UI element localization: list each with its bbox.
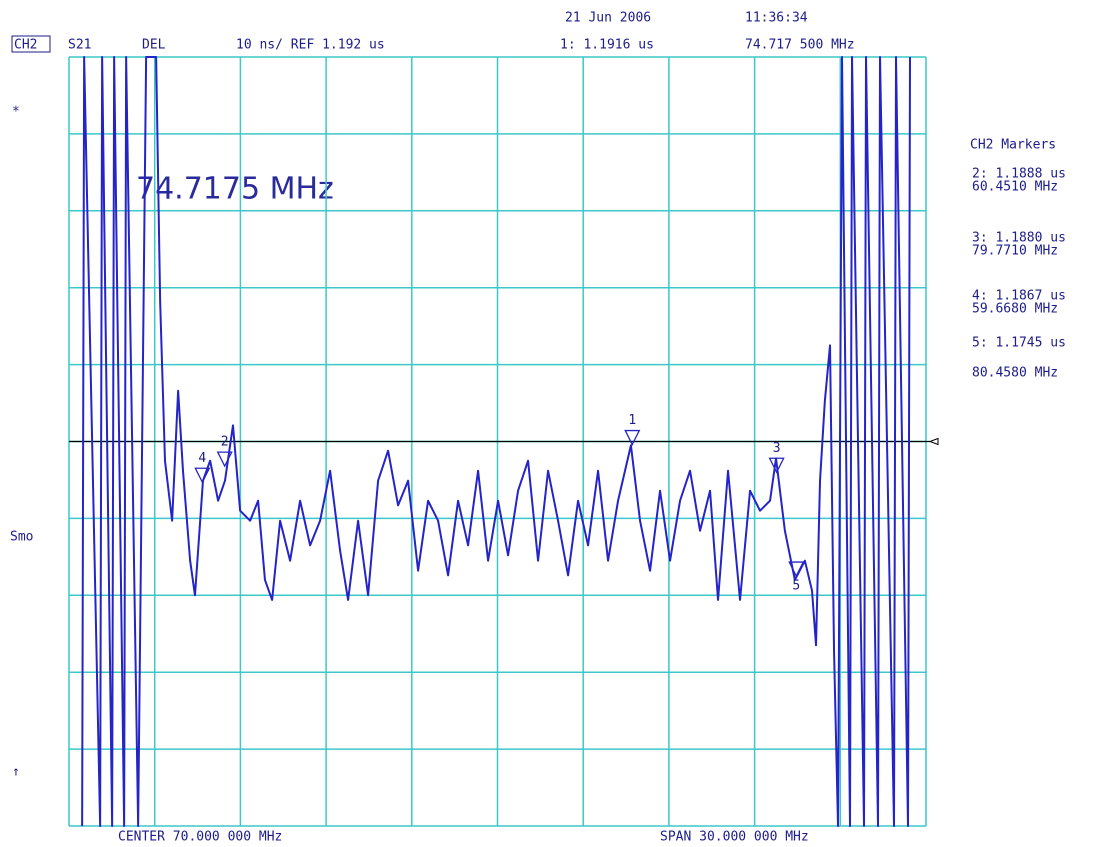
side-label: ↑ bbox=[12, 765, 20, 780]
marker-number: 1 bbox=[628, 413, 636, 428]
reference-pointer bbox=[928, 437, 939, 446]
side-label: * bbox=[12, 105, 20, 120]
channel: CH2 bbox=[14, 38, 37, 53]
marker bbox=[194, 467, 211, 484]
marker-readout: 1: 1.1916 us bbox=[560, 38, 654, 53]
span-label: SPAN 30.000 000 MHz bbox=[660, 830, 809, 845]
marker-number: 4 bbox=[198, 451, 206, 466]
marker bbox=[216, 451, 233, 468]
marker-readout: 79.7710 MHz bbox=[972, 244, 1058, 259]
trace bbox=[81, 56, 912, 827]
parameter: S21 bbox=[68, 38, 91, 53]
marker-readout: 59.6680 MHz bbox=[972, 302, 1058, 317]
marker bbox=[788, 561, 805, 578]
active-marker: 74.7175 MHz bbox=[136, 172, 334, 207]
marker bbox=[624, 429, 641, 447]
center-label: CENTER 70.000 000 MHz bbox=[118, 830, 282, 845]
scale-ref: 10 ns/ REF 1.192 us bbox=[236, 38, 385, 53]
format: DEL bbox=[142, 38, 166, 53]
side-label: Smo bbox=[10, 530, 33, 545]
marker bbox=[768, 457, 785, 474]
channel-box bbox=[11, 35, 51, 53]
marker-readout: 5: 1.1745 us bbox=[972, 336, 1066, 351]
date: 21 Jun 2006 bbox=[565, 11, 651, 26]
time: 11:36:34 bbox=[745, 11, 808, 26]
marker-readout: 4: 1.1867 us bbox=[972, 289, 1066, 304]
markers-title: CH2 Markers bbox=[970, 138, 1056, 153]
marker-readout: 74.717 500 MHz bbox=[745, 38, 855, 53]
marker-number: 2 bbox=[221, 435, 229, 450]
marker-readout: 80.4580 MHz bbox=[972, 366, 1058, 381]
marker-readout: 2: 1.1888 us bbox=[972, 167, 1066, 182]
marker-readout: 3: 1.1880 us bbox=[972, 231, 1066, 246]
marker-readout: 60.4510 MHz bbox=[972, 180, 1058, 195]
marker-number: 5 bbox=[792, 579, 800, 594]
marker-number: 3 bbox=[773, 441, 781, 456]
